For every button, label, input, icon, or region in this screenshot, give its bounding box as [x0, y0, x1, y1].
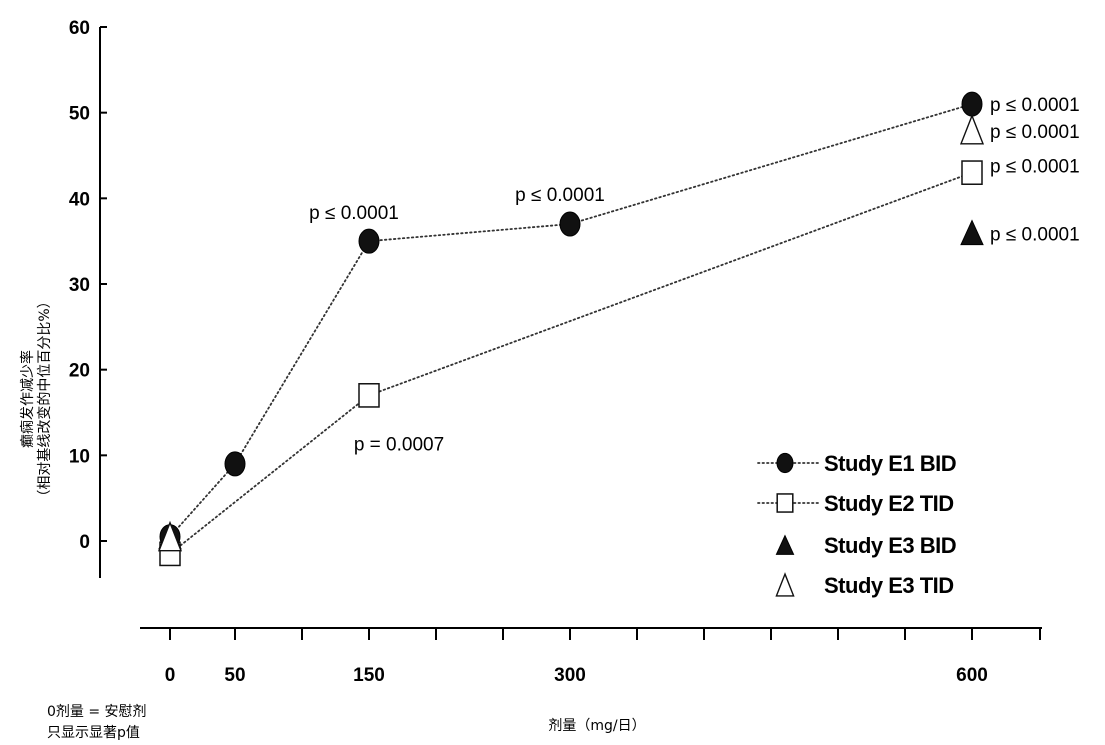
y-tick-label: 0 [79, 532, 90, 553]
p-value-label: p = 0.0007 [354, 434, 444, 455]
p-value-label: p ≤ 0.0001 [990, 95, 1080, 116]
x-axis-label: 剂量（mg/日） [548, 718, 645, 734]
p-value-label: p ≤ 0.0001 [515, 185, 605, 206]
p-value-label: p ≤ 0.0001 [990, 225, 1080, 246]
data-point [358, 383, 380, 408]
y-tick-label: 30 [69, 275, 90, 296]
axis-labels: 癫痫发作减少率 （相对基线改变的中位百分比%） 剂量（mg/日） 0剂量 = 安慰剂只… [19, 294, 646, 741]
legend-label: Study E2 TID [824, 491, 954, 516]
footnote-line: 0剂量 = 安慰剂 [47, 703, 147, 720]
y-axis-label-line: （相对基线改变的中位百分比%） [36, 294, 53, 503]
legend: Study E1 BID Study E2 TID Study E3 BID Stud… [757, 451, 957, 598]
y-tick-label: 20 [69, 361, 90, 382]
p-value-label: p ≤ 0.0001 [990, 122, 1080, 143]
y-tick-label: 10 [69, 446, 90, 467]
p-value-label: p ≤ 0.0001 [990, 157, 1080, 178]
p-value-label: p ≤ 0.0001 [309, 203, 399, 224]
data-point [224, 451, 246, 477]
x-tick-label: 50 [224, 665, 245, 686]
legend-label: Study E1 BID [824, 451, 956, 476]
legend-label: Study E3 BID [824, 533, 956, 558]
legend-marker [775, 572, 795, 597]
y-tick-label: 60 [69, 18, 90, 39]
data-point [961, 160, 983, 185]
p-value-annotations: p ≤ 0.0001 p ≤ 0.0001 p ≤ 0.0001 p = 0.0007… [309, 95, 1080, 455]
legend-marker [776, 493, 794, 513]
y-axis-label-line: 癫痫发作减少率 [19, 350, 36, 448]
data-point [559, 211, 581, 237]
legend-marker [775, 534, 795, 555]
legend-label: Study E3 TID [824, 573, 954, 598]
data-point [157, 520, 183, 552]
x-tick-label: 150 [353, 665, 385, 686]
series-lines [169, 103, 973, 555]
series-markers [157, 91, 985, 567]
data-point [358, 228, 380, 254]
data-point [961, 91, 983, 117]
data-point [960, 219, 984, 246]
y-axis-label: 癫痫发作减少率 （相对基线改变的中位百分比%） [19, 294, 53, 503]
x-tick-label: 0 [165, 665, 176, 686]
data-point [959, 113, 985, 145]
y-tick-label: 40 [69, 189, 90, 210]
x-tick-label: 600 [956, 665, 988, 686]
y-tick-label: 50 [69, 104, 90, 125]
x-tick-label: 300 [554, 665, 586, 686]
footnote-line: 只显示显著p值 [47, 725, 140, 741]
legend-marker [776, 452, 794, 474]
